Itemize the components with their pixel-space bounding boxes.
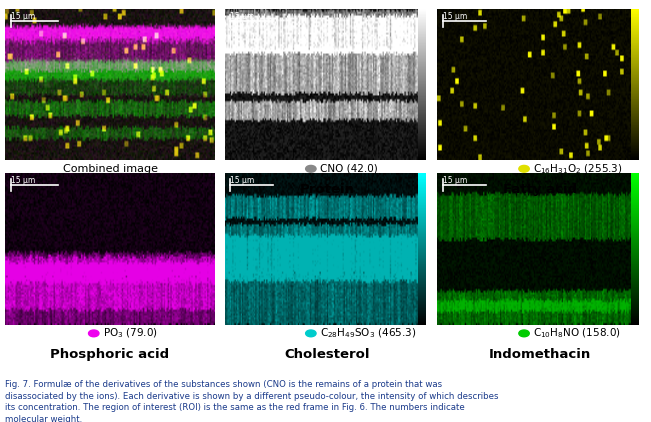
Text: Fatty acid: Fatty acid [503,184,577,196]
Text: C$_{16}$H$_{31}$O$_2$ (255.3): C$_{16}$H$_{31}$O$_2$ (255.3) [533,162,623,176]
Text: Protein: Protein [299,184,355,196]
Text: 15 μm: 15 μm [443,12,467,21]
Text: 15 μm: 15 μm [12,12,36,21]
Text: PO$_3$ (79.0): PO$_3$ (79.0) [103,327,158,340]
Text: Phosphoric acid: Phosphoric acid [51,348,169,361]
Text: 15 μm: 15 μm [230,12,255,21]
Text: Combined image: Combined image [62,164,158,174]
Text: C$_{10}$H$_8$NO (158.0): C$_{10}$H$_8$NO (158.0) [533,327,621,340]
Text: Cholesterol: Cholesterol [284,348,370,361]
Text: 15 μm: 15 μm [230,176,255,185]
Text: 15 μm: 15 μm [443,176,467,185]
Text: Fig. 7. Formulæ of the derivatives of the substances shown (CNO is the remains o: Fig. 7. Formulæ of the derivatives of th… [5,380,499,422]
Text: 15 μm: 15 μm [12,176,36,185]
Text: CNO (42.0): CNO (42.0) [320,164,378,174]
Text: C$_{28}$H$_{49}$SO$_3$ (465.3): C$_{28}$H$_{49}$SO$_3$ (465.3) [320,327,416,340]
Text: Indomethacin: Indomethacin [489,348,592,361]
